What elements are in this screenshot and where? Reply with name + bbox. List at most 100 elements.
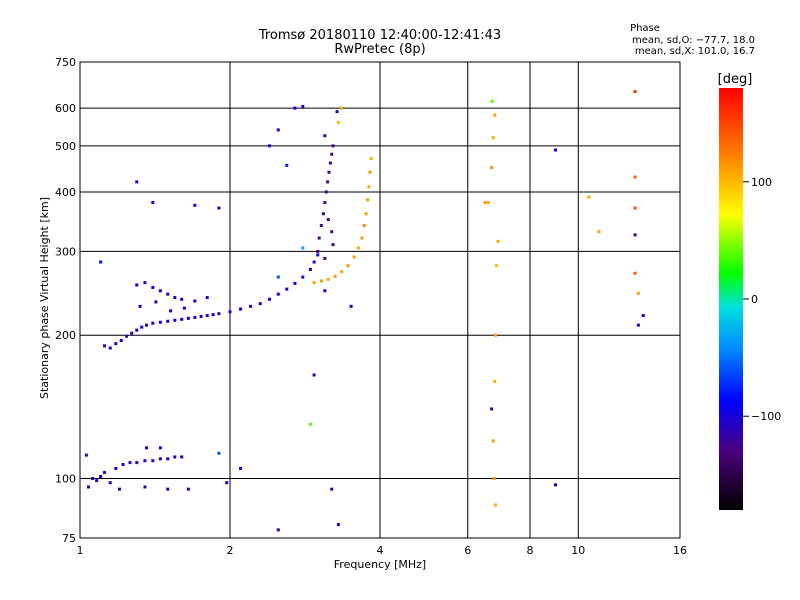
data-point — [143, 281, 147, 285]
data-point — [493, 333, 497, 337]
data-point — [633, 233, 637, 237]
data-point — [125, 334, 129, 338]
data-point — [360, 236, 364, 240]
data-point — [494, 264, 498, 268]
data-point — [323, 201, 327, 205]
y-tick-label: 750 — [55, 56, 76, 69]
data-point — [193, 299, 197, 303]
data-point — [135, 461, 139, 465]
data-point — [276, 128, 280, 132]
data-point — [143, 485, 147, 489]
colorbar — [719, 88, 743, 510]
data-point — [324, 190, 328, 194]
data-point — [356, 246, 360, 250]
data-point — [158, 446, 162, 450]
colorbar-tick-label: 100 — [751, 176, 772, 189]
x-tick-label: 1 — [77, 544, 84, 557]
data-point — [316, 253, 320, 257]
data-point — [205, 314, 209, 318]
data-point — [493, 379, 497, 383]
data-point — [180, 297, 184, 301]
data-point — [145, 323, 149, 327]
data-point — [490, 407, 494, 411]
data-point — [369, 157, 373, 161]
data-point — [491, 439, 495, 443]
data-point — [166, 457, 170, 461]
data-point — [364, 212, 368, 216]
data-point — [186, 487, 190, 491]
data-point — [349, 304, 353, 308]
data-point — [333, 274, 337, 278]
data-points — [84, 90, 645, 532]
data-point — [276, 292, 280, 296]
data-point — [331, 243, 335, 247]
data-point — [143, 459, 147, 463]
data-point — [330, 487, 334, 491]
data-point — [636, 323, 640, 327]
data-point — [169, 309, 173, 313]
data-point — [587, 195, 591, 199]
data-point — [633, 271, 637, 275]
data-point — [151, 285, 155, 289]
data-point — [312, 260, 316, 264]
phase-o-stats: mean, sd,O: −77.7, 18.0 — [632, 35, 755, 46]
data-point — [276, 275, 280, 279]
data-point — [158, 289, 162, 293]
data-point — [293, 281, 297, 285]
data-point — [103, 470, 107, 474]
y-tick-label: 200 — [55, 329, 76, 342]
x-tick-label: 2 — [227, 544, 234, 557]
data-point — [140, 325, 144, 329]
data-point — [151, 201, 155, 205]
data-point — [362, 224, 366, 228]
data-point — [340, 270, 344, 274]
data-point — [321, 212, 325, 216]
colorbar-tick-label: 0 — [751, 293, 758, 306]
data-point — [330, 230, 334, 234]
data-point — [91, 477, 95, 481]
data-point — [293, 106, 297, 110]
data-point — [173, 296, 177, 300]
data-point — [103, 344, 107, 348]
data-point — [301, 275, 305, 279]
data-point — [326, 218, 330, 222]
data-point — [138, 304, 142, 308]
data-point — [108, 346, 112, 350]
colorbar-tick-label: −100 — [751, 410, 781, 423]
data-point — [319, 224, 323, 228]
data-point — [367, 185, 371, 189]
data-point — [633, 175, 637, 179]
data-point — [331, 144, 335, 148]
y-tick-label: 400 — [55, 186, 76, 199]
x-tick-label: 4 — [377, 544, 384, 557]
data-point — [319, 279, 323, 283]
data-point — [114, 342, 118, 346]
data-point — [490, 166, 494, 170]
data-point — [86, 485, 90, 489]
y-tick-label: 300 — [55, 245, 76, 258]
data-point — [492, 477, 496, 481]
data-point — [323, 134, 327, 138]
data-point — [326, 277, 330, 281]
data-point — [128, 461, 132, 465]
data-point — [486, 201, 490, 205]
data-point — [490, 99, 494, 103]
data-point — [151, 459, 155, 463]
data-point — [249, 304, 253, 308]
x-tick-label: 10 — [571, 544, 585, 557]
data-point — [553, 148, 557, 152]
phase-x-stats: mean, sd,X: 101.0, 16.7 — [635, 46, 755, 57]
data-point — [633, 90, 637, 94]
data-point — [636, 291, 640, 295]
data-point — [316, 249, 320, 253]
data-point — [368, 170, 372, 174]
y-tick-label: 100 — [55, 473, 76, 486]
data-point — [186, 316, 190, 320]
data-point — [285, 287, 289, 291]
data-point — [301, 246, 305, 250]
data-point — [336, 120, 340, 124]
data-point — [328, 161, 332, 165]
data-point — [483, 201, 487, 205]
colorbar-ticks: 100 0 −100 — [743, 176, 781, 423]
